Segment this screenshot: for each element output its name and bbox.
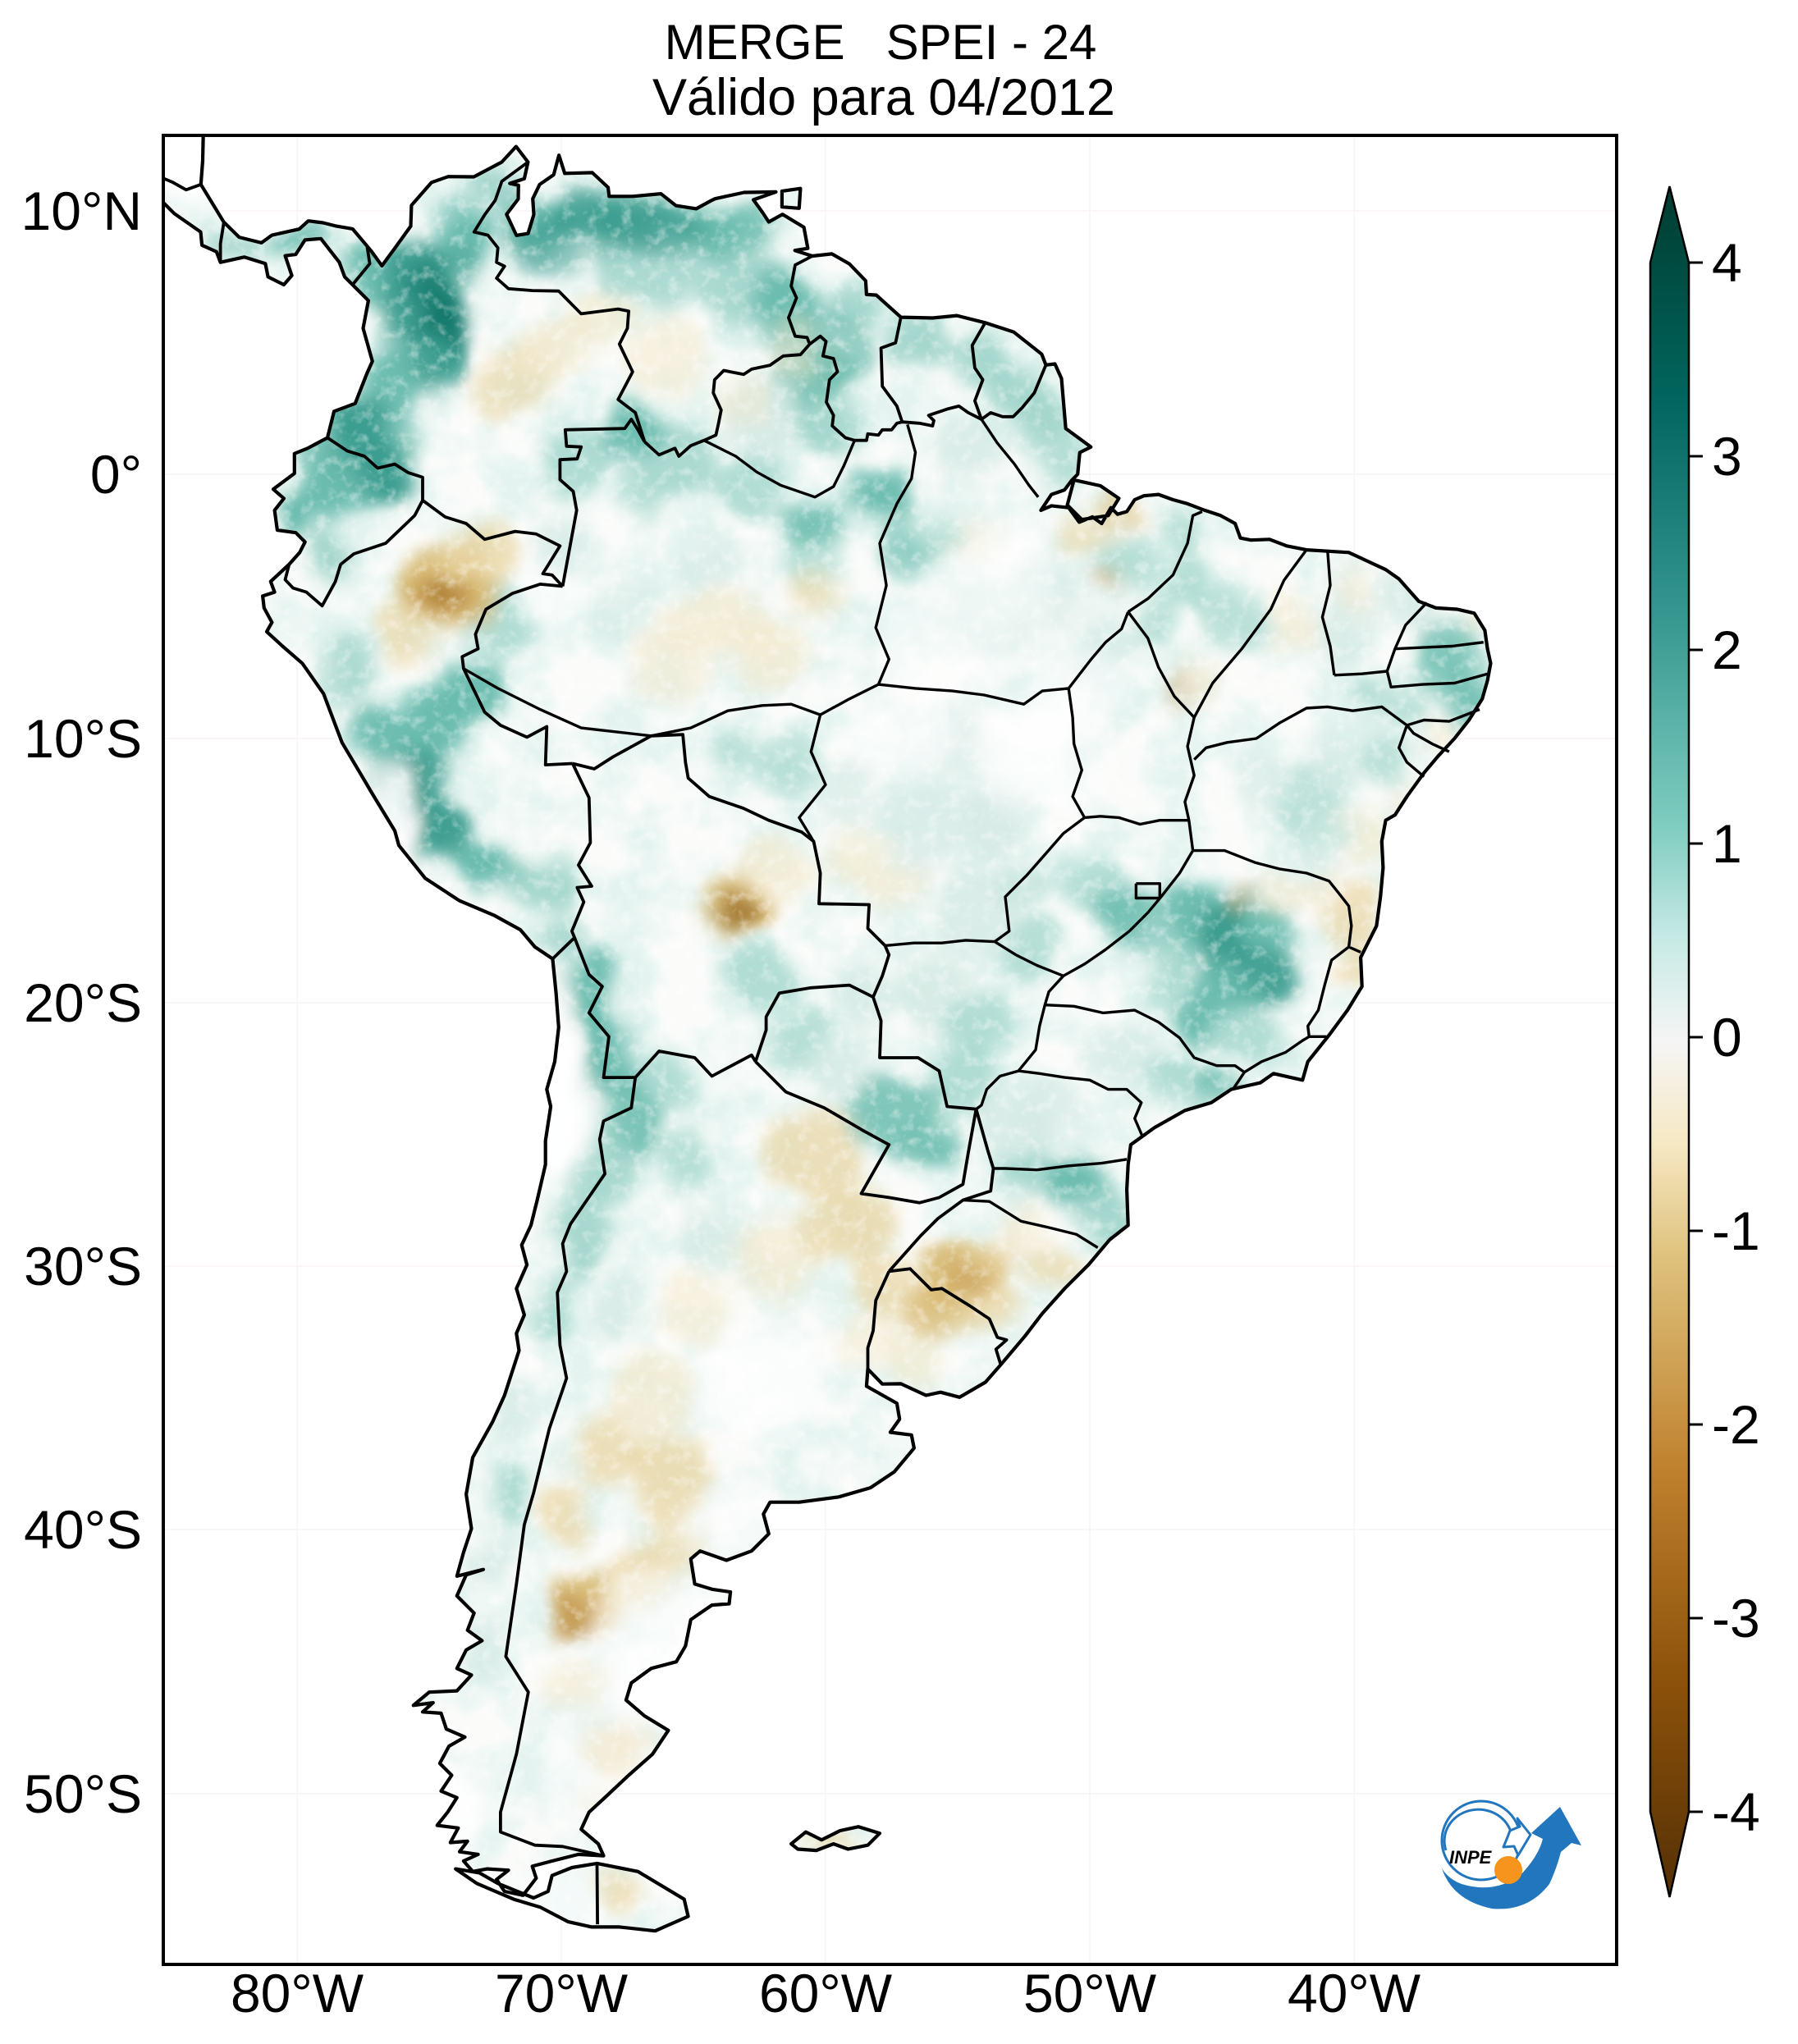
svg-text:-1: -1 bbox=[1712, 1200, 1760, 1261]
svg-text:10°S: 10°S bbox=[24, 708, 142, 769]
svg-text:INPE: INPE bbox=[1449, 1847, 1493, 1868]
svg-text:80°W: 80°W bbox=[231, 1963, 364, 2023]
svg-text:-3: -3 bbox=[1712, 1588, 1760, 1648]
svg-text:0°: 0° bbox=[90, 444, 142, 505]
svg-text:-2: -2 bbox=[1712, 1394, 1760, 1455]
svg-text:50°S: 50°S bbox=[24, 1763, 142, 1824]
svg-text:MERGE SPEI - 24: MERGE SPEI - 24 bbox=[665, 15, 1097, 70]
svg-text:30°S: 30°S bbox=[24, 1236, 142, 1296]
svg-text:50°W: 50°W bbox=[1023, 1963, 1157, 2023]
svg-text:10°N: 10°N bbox=[21, 181, 142, 241]
svg-text:0: 0 bbox=[1712, 1007, 1742, 1068]
svg-text:3: 3 bbox=[1712, 426, 1742, 487]
svg-text:40°W: 40°W bbox=[1288, 1963, 1421, 2023]
svg-text:2: 2 bbox=[1712, 620, 1742, 680]
svg-text:70°W: 70°W bbox=[495, 1963, 629, 2023]
svg-text:Válido para 04/2012: Válido para 04/2012 bbox=[652, 69, 1115, 126]
svg-text:60°W: 60°W bbox=[759, 1963, 893, 2023]
svg-text:4: 4 bbox=[1712, 232, 1742, 293]
svg-text:1: 1 bbox=[1712, 813, 1742, 874]
svg-text:20°S: 20°S bbox=[24, 972, 142, 1033]
svg-text:40°S: 40°S bbox=[24, 1499, 142, 1560]
svg-text:-4: -4 bbox=[1712, 1781, 1760, 1842]
